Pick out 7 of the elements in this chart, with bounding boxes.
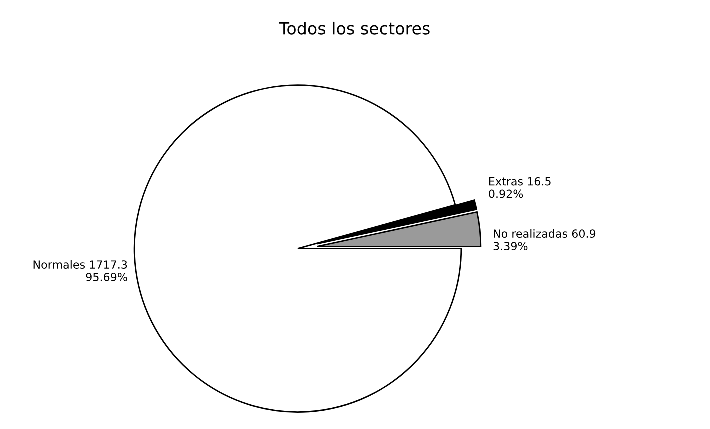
chart-title: Todos los sectores [279,22,430,35]
data-label: 0.92% [489,190,524,198]
slice-label: Normales 1717.3 [34,260,128,269]
slice-label: No realizadas 60.9 [494,229,596,238]
data-label: 3.39% [494,242,528,250]
slice-label: Extras 16.5 [489,177,551,186]
data-label: 95.69% [86,273,128,282]
